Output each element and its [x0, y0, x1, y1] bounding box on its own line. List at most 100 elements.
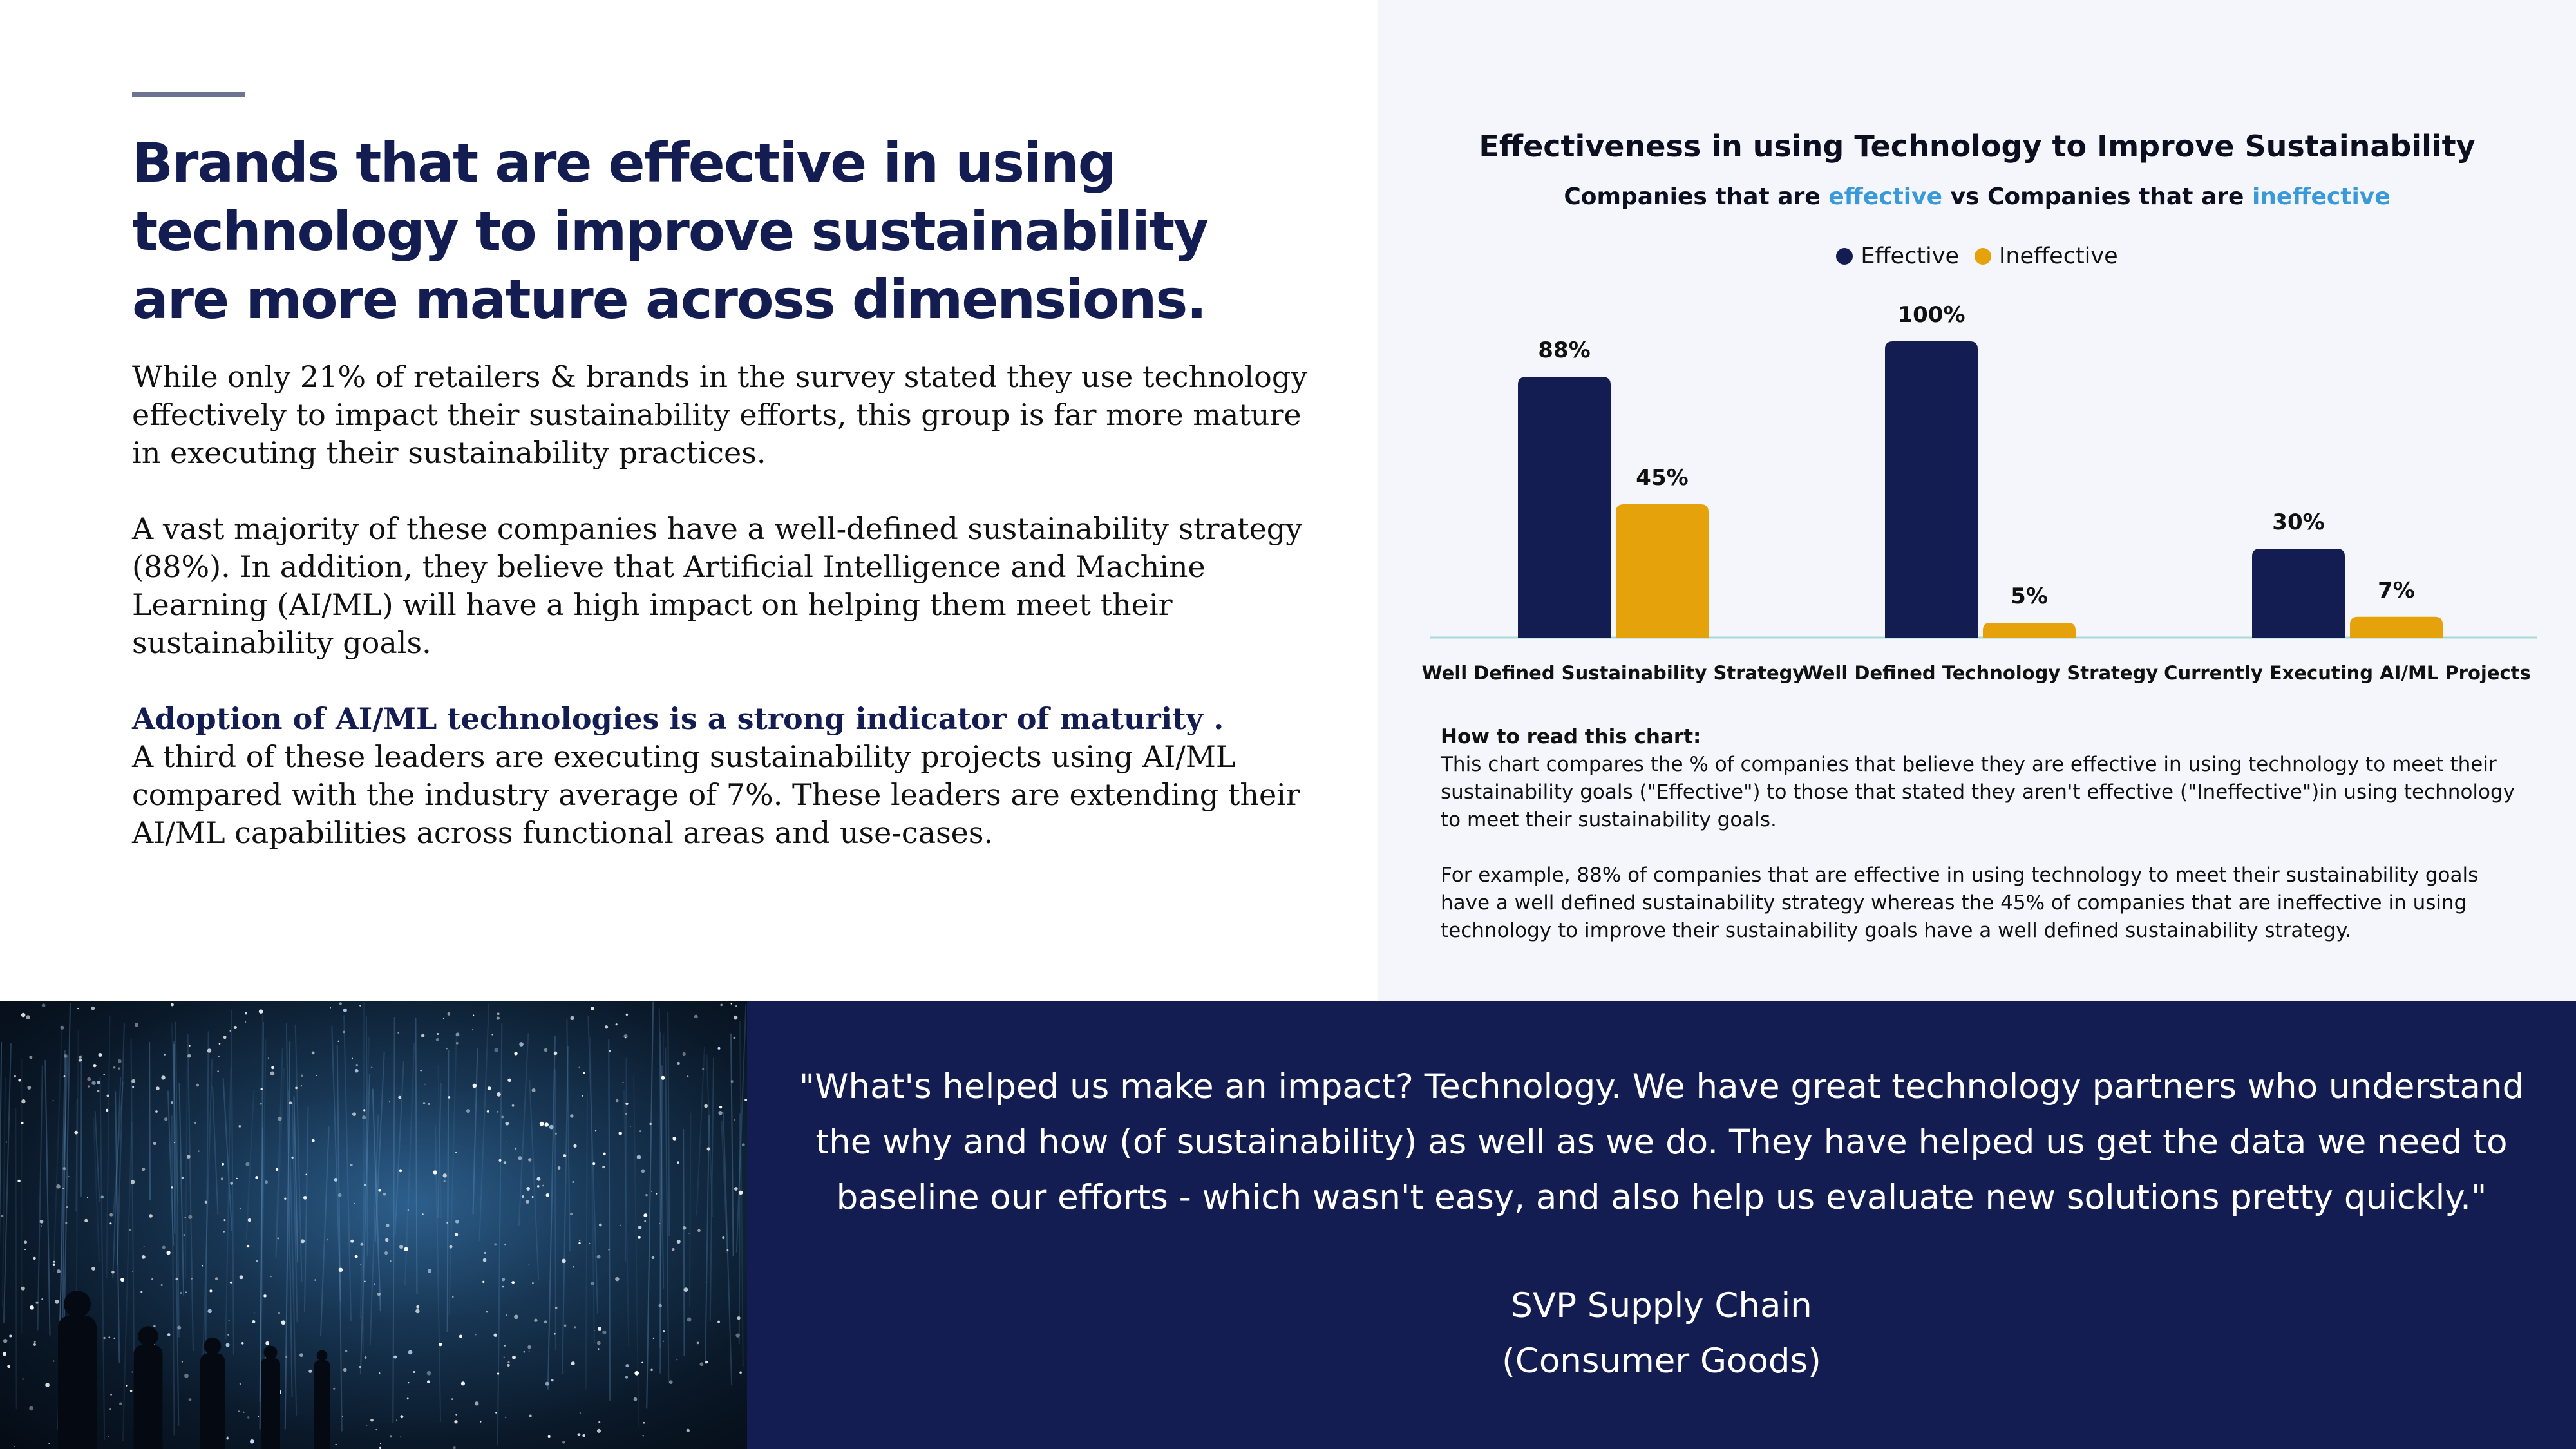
light-dot [422, 1102, 426, 1104]
light-dot [26, 1015, 30, 1019]
light-dot [453, 1446, 456, 1449]
light-dot [218, 1056, 220, 1058]
light-strand [259, 1011, 263, 1430]
light-dot [161, 1075, 166, 1080]
light-dot [735, 1005, 737, 1007]
data-label-effective-0: 88% [1538, 337, 1590, 363]
light-dot [544, 1320, 547, 1324]
light-dot [74, 1130, 79, 1135]
light-dot [455, 1233, 459, 1236]
light-dot [672, 1136, 677, 1141]
light-dot [439, 1343, 442, 1347]
light-strand [633, 1075, 639, 1427]
light-dot [687, 1075, 689, 1077]
light-dot [706, 1147, 710, 1151]
data-label-ineffective-0: 45% [1636, 465, 1688, 491]
light-strand [178, 1083, 185, 1296]
light-dot [131, 1079, 136, 1083]
light-dot [378, 1189, 381, 1192]
light-dot [245, 1012, 247, 1015]
light-dot [218, 1043, 221, 1045]
light-dot [153, 1142, 156, 1146]
light-dot [91, 1267, 95, 1271]
light-dot [583, 1071, 585, 1074]
starry-lights-image [0, 1001, 747, 1449]
light-dot [103, 1074, 105, 1075]
light-dot [705, 1360, 708, 1364]
light-dot [480, 1421, 482, 1423]
light-strand [106, 1016, 111, 1278]
light-dot [717, 1320, 720, 1323]
light-dot [126, 1385, 128, 1387]
light-dot [245, 1162, 250, 1166]
light-dot [471, 1028, 474, 1031]
light-dot [451, 1398, 453, 1401]
light-strand [117, 1023, 125, 1265]
light-dot [602, 1166, 605, 1169]
light-dot [696, 1341, 699, 1345]
light-strand [187, 1034, 194, 1352]
light-dot [519, 1042, 524, 1046]
light-strand [285, 1023, 293, 1397]
legend-dot-effective [1836, 248, 1853, 265]
light-dot [615, 1023, 618, 1026]
light-dot [495, 1412, 497, 1414]
light-dot [62, 1188, 64, 1189]
light-dot [744, 1099, 747, 1101]
light-dot [668, 1380, 673, 1384]
how-to-read-title: How to read this chart: [1441, 725, 1701, 748]
bar-effective-1 [1885, 341, 1978, 638]
light-dot [181, 1176, 184, 1179]
light-dot [362, 1115, 366, 1120]
light-dot [300, 1074, 303, 1077]
light-dot [487, 1086, 491, 1090]
light-dot [337, 1193, 342, 1197]
light-dot [109, 1222, 112, 1225]
light-dot [619, 1224, 621, 1227]
light-dot [511, 1104, 515, 1107]
light-dot [532, 1282, 534, 1285]
light-dot [41, 1225, 43, 1227]
light-dot [188, 1215, 193, 1219]
light-dot [24, 1248, 26, 1251]
light-dot [375, 1428, 377, 1431]
light-dot [452, 1296, 454, 1298]
light-dot [573, 1144, 577, 1148]
legend-dot-ineffective [1975, 248, 1992, 265]
light-dot [427, 1380, 430, 1384]
light-dot [164, 1117, 168, 1121]
data-label-effective-1: 100% [1897, 302, 1965, 328]
light-strand [211, 1086, 219, 1215]
light-dot [354, 1255, 358, 1258]
category-label-0: Well Defined Sustainability Strategy [1422, 662, 1805, 684]
light-dot [570, 1016, 574, 1021]
light-dot [109, 1408, 111, 1410]
light-strand [292, 1102, 298, 1323]
light-dot [227, 1334, 229, 1336]
light-dot [194, 1122, 196, 1124]
light-dot [649, 1122, 652, 1126]
light-dot [549, 1124, 554, 1130]
legend-label-ineffective: Ineffective [1999, 243, 2118, 269]
how-to-read-paragraph-2: For example, 88% of companies that are e… [1441, 864, 2479, 942]
light-dot [370, 1066, 373, 1069]
light-dot [484, 1251, 486, 1254]
light-dot [638, 1236, 641, 1239]
light-dot [447, 1012, 451, 1016]
light-strand [566, 1019, 571, 1252]
light-dot [167, 1333, 171, 1336]
light-dot [622, 1081, 624, 1084]
light-dot [677, 1161, 679, 1164]
light-dot [239, 1383, 242, 1385]
bar-ineffective-1 [1983, 623, 2076, 638]
light-dot [442, 1173, 447, 1178]
light-dot [545, 1193, 550, 1197]
light-dot [527, 1158, 532, 1162]
light-dot [253, 1312, 255, 1314]
light-dot [687, 1317, 692, 1322]
light-dot [633, 1397, 638, 1401]
light-dot [39, 1219, 44, 1224]
body-text: While only 21% of retailers & brands in … [132, 358, 1311, 890]
light-dot [722, 1236, 725, 1240]
light-dot [41, 1003, 46, 1008]
